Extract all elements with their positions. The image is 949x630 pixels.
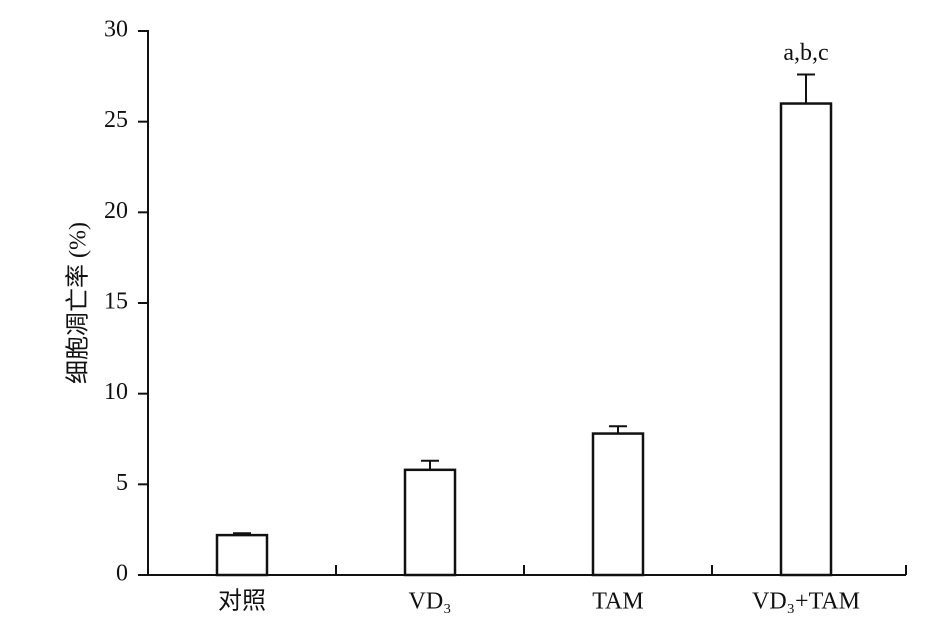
y-tick-label: 5 [116, 470, 128, 496]
bar [779, 102, 833, 577]
annotation: a,b,c [783, 40, 828, 66]
x-tick-label: VD₃+TAM [752, 589, 860, 615]
y-tick-label: 25 [104, 107, 128, 133]
y-tick-label: 30 [104, 17, 128, 43]
y-tick-label: 10 [104, 379, 128, 405]
y-tick-label: 15 [104, 289, 128, 315]
bar [591, 432, 645, 577]
y-tick-label: 0 [116, 561, 128, 587]
bar [215, 533, 269, 577]
x-tick-label: 对照 [218, 588, 266, 615]
bar [403, 468, 457, 577]
x-tick-label: VD₃ [408, 589, 451, 615]
y-axis-label: 细胞凋亡率 (%) [65, 222, 92, 384]
y-tick-label: 20 [104, 198, 128, 224]
x-tick-label: TAM [592, 589, 643, 615]
